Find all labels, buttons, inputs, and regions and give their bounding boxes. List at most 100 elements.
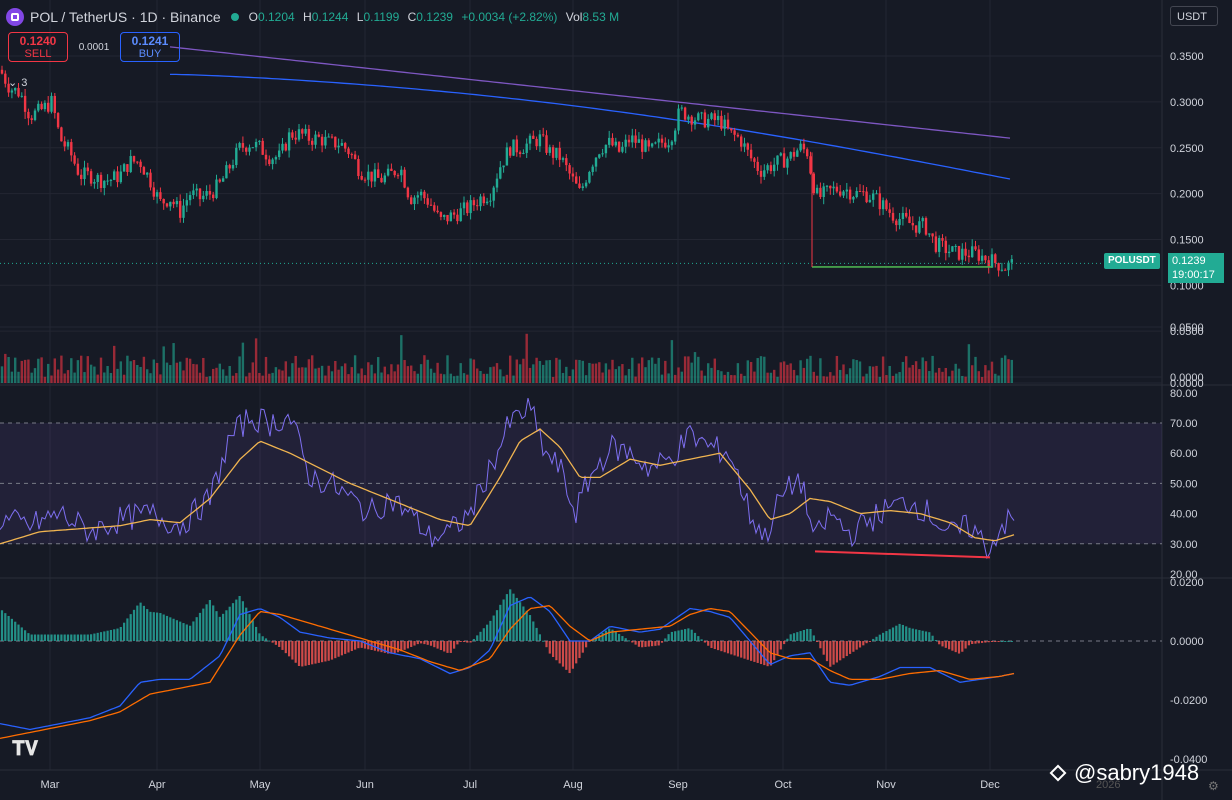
candle-body	[208, 191, 212, 195]
macd-histogram-bar	[657, 641, 660, 646]
macd-histogram-bar	[644, 641, 647, 647]
volume-bar	[753, 371, 756, 383]
volume-bar	[17, 371, 20, 383]
macd-histogram-bar	[522, 606, 525, 641]
candle-body	[287, 132, 291, 151]
macd-histogram-bar	[327, 641, 330, 661]
candle-body	[1004, 269, 1007, 271]
macd-histogram-bar	[33, 634, 37, 641]
currency-select[interactable]: USDT	[1170, 6, 1218, 26]
volume-bar	[687, 356, 690, 383]
volume-bar	[403, 360, 406, 383]
candle-body	[66, 142, 70, 147]
sell-button[interactable]: 0.1240 SELL	[8, 32, 68, 62]
candle-body	[353, 154, 357, 160]
candle-body	[139, 161, 142, 168]
volume-bar	[891, 375, 895, 383]
macd-histogram-bar	[47, 634, 50, 641]
macd-histogram-bar	[915, 629, 918, 641]
volume-bar	[426, 359, 429, 383]
volume-bar	[829, 372, 832, 383]
spread-value: 0.0001	[78, 41, 110, 53]
macd-histogram-bar	[446, 641, 449, 653]
volume-bar	[796, 375, 799, 383]
volume-bar	[581, 360, 584, 383]
macd-histogram-bar	[868, 641, 871, 642]
volume-bar	[954, 363, 957, 383]
candle-body	[225, 165, 228, 179]
volume-bar	[624, 375, 627, 383]
indicators-toggle[interactable]: ⌄ 3	[8, 76, 27, 90]
price-tick-label: 0.2000	[1170, 189, 1204, 201]
macd-histogram-bar	[789, 634, 792, 641]
candle-body	[789, 152, 792, 159]
candle-body	[1000, 269, 1004, 271]
macd-histogram-bar	[367, 641, 370, 650]
macd-histogram-bar	[825, 641, 829, 662]
x-axis-label: Aug	[563, 779, 583, 791]
macd-histogram-bar	[149, 611, 152, 641]
candle-body	[136, 161, 139, 163]
macd-histogram-bar	[951, 641, 954, 651]
macd-histogram-bar	[413, 641, 416, 646]
candle-body	[736, 134, 740, 137]
volume-bar	[205, 376, 208, 383]
candle-body	[30, 118, 33, 121]
volume-bar	[918, 369, 921, 383]
macd-histogram-bar	[37, 634, 40, 641]
volume-bar	[63, 373, 66, 383]
macd-histogram-bar	[410, 641, 413, 647]
rsi-divergence-line	[814, 550, 991, 559]
macd-histogram-bar	[129, 614, 132, 641]
candle-body	[654, 142, 657, 144]
macd-histogram-bar	[594, 637, 598, 641]
volume-bar	[928, 371, 931, 383]
candle-body	[383, 175, 386, 183]
macd-histogram-bar	[321, 641, 324, 663]
macd-histogram-bar	[146, 609, 149, 641]
volume-bar	[396, 364, 400, 383]
candle-body	[868, 199, 872, 203]
volume-bar	[367, 362, 370, 383]
macd-histogram-bar	[901, 624, 904, 641]
volume-bar	[551, 376, 555, 383]
candle-body	[202, 195, 205, 200]
macd-histogram-bar	[670, 631, 673, 641]
volume-bar	[812, 371, 815, 383]
gear-icon[interactable]: ⚙	[1208, 779, 1219, 793]
symbol-title[interactable]: POL / TetherUS · 1D · Binance	[30, 9, 221, 25]
macd-histogram-bar	[479, 631, 482, 641]
volume-bar	[373, 373, 377, 383]
candle-body	[324, 136, 327, 146]
macd-histogram-bar	[842, 641, 845, 659]
macd-histogram-bar	[538, 634, 541, 641]
volume-bar	[776, 376, 779, 383]
volume-bar	[37, 358, 40, 383]
buy-button[interactable]: 0.1241 BUY	[120, 32, 180, 62]
volume-bar	[641, 357, 644, 383]
macd-histogram-bar	[977, 641, 980, 644]
macd-histogram-bar	[740, 641, 743, 658]
macd-histogram-bar	[809, 628, 812, 641]
macd-histogram-bar	[198, 612, 202, 641]
candle-body	[169, 201, 172, 207]
volume-bar	[76, 360, 80, 383]
macd-histogram-bar	[839, 641, 842, 661]
candle-body	[683, 107, 687, 120]
tradingview-logo[interactable]: 𝐓𝐕	[12, 738, 39, 760]
macd-histogram-bar	[733, 641, 736, 656]
volume-bar	[370, 364, 373, 383]
countdown-value: 19:00:17	[1172, 269, 1215, 281]
volume-bar	[947, 376, 951, 383]
macd-histogram-bar	[261, 636, 264, 641]
volume-bar	[598, 362, 601, 383]
macd-histogram-bar	[697, 636, 700, 641]
candle-body	[466, 202, 469, 214]
volume-bar	[53, 358, 56, 383]
candle-body	[89, 171, 93, 184]
macd-histogram-bar	[172, 618, 175, 641]
macd-histogram-bar	[304, 641, 307, 666]
macd-histogram-bar	[858, 641, 862, 648]
macd-histogram-bar	[83, 634, 86, 641]
